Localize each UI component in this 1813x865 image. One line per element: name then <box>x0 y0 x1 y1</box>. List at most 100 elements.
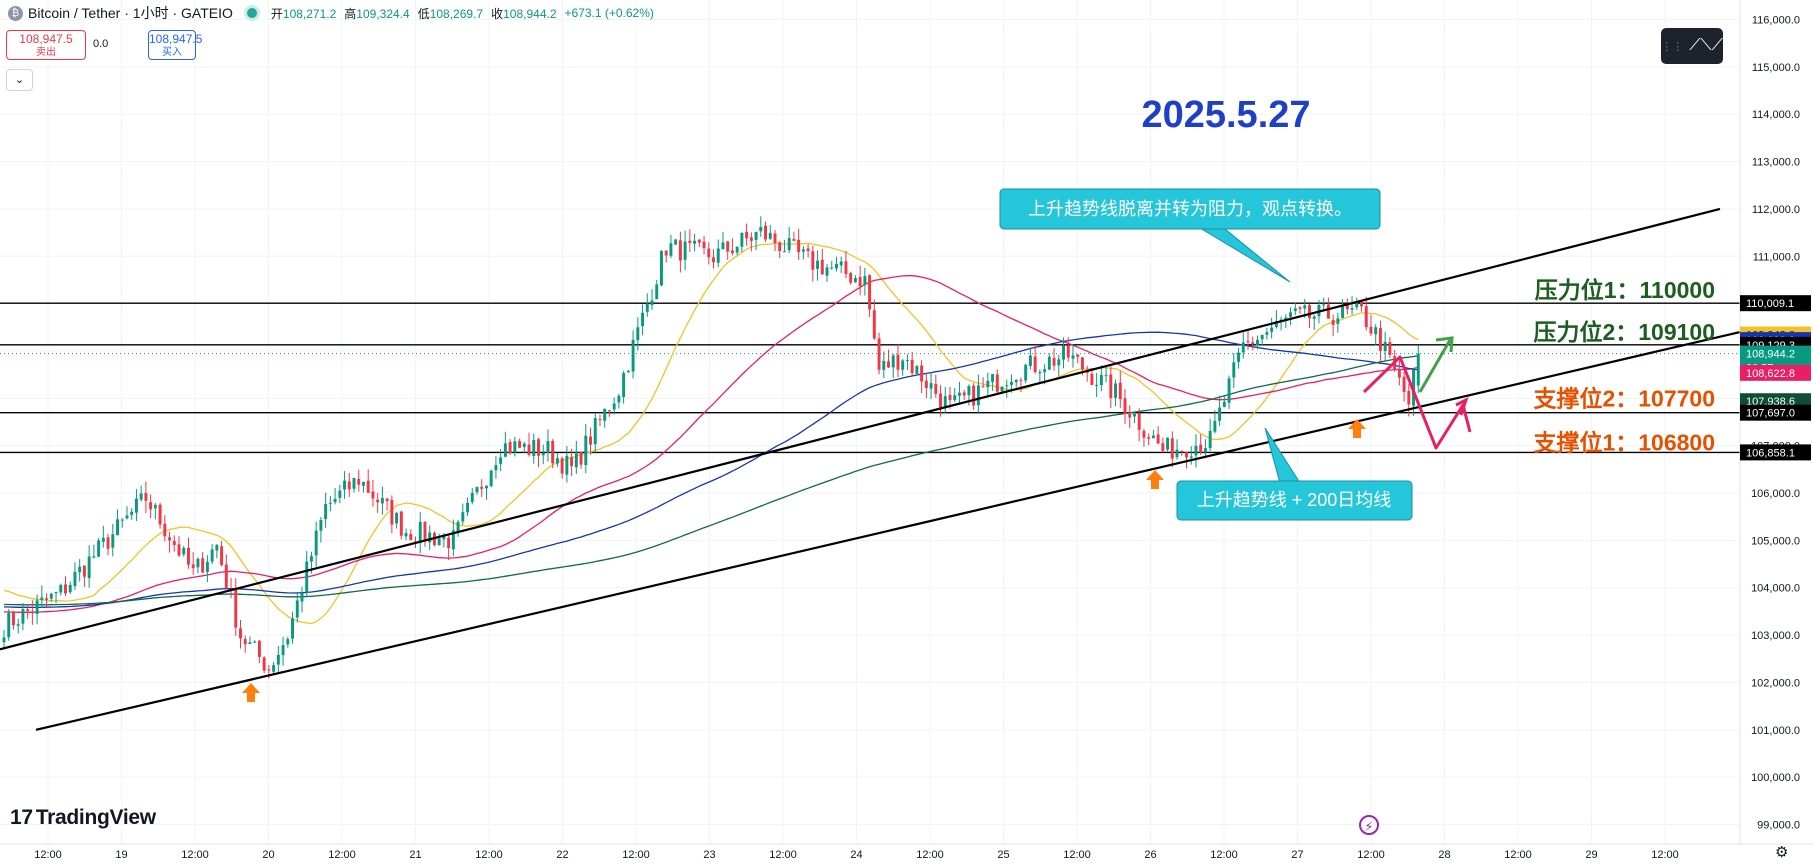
candle-body <box>78 566 82 573</box>
candle-body <box>674 239 678 245</box>
candle-body <box>191 564 195 569</box>
candle-body <box>924 380 928 389</box>
candle-body <box>551 440 555 464</box>
candle-body <box>149 502 153 510</box>
price-tick-label: 103,000.0 <box>1751 630 1800 642</box>
candle-body <box>915 366 919 374</box>
candle-body <box>863 276 867 286</box>
candle-body <box>806 248 810 252</box>
time-tick-label: 12:00 <box>1063 849 1091 861</box>
candle-body <box>470 492 474 502</box>
ohlc-low: 低108,269.7 <box>417 6 484 21</box>
time-tick-label: 12:00 <box>328 849 356 861</box>
candle-body <box>220 546 224 565</box>
buy-label: 买入 <box>162 47 182 58</box>
candle-body <box>782 251 786 253</box>
candle-body <box>1019 380 1023 382</box>
trendlines <box>0 207 1741 731</box>
price-tick-label: 105,000.0 <box>1751 535 1800 547</box>
time-tick-label: 12:00 <box>1651 849 1679 861</box>
level-tag-bg <box>1740 404 1811 421</box>
candle-body <box>537 439 540 456</box>
candle-body <box>849 273 853 283</box>
candle-body <box>503 443 507 457</box>
candle-body <box>1260 334 1264 340</box>
candle-body <box>1369 326 1373 334</box>
candle-body <box>957 392 961 396</box>
candle-body <box>130 511 134 515</box>
level-label: 支撑位2：107700 <box>1532 386 1715 412</box>
callout-box <box>1176 480 1413 521</box>
candle-body <box>409 533 413 541</box>
candle-body <box>598 419 602 421</box>
candle-body <box>97 540 101 557</box>
candle-body <box>943 396 947 408</box>
time-tick-label: 12:00 <box>181 849 209 861</box>
candle-body <box>30 611 34 614</box>
candle-body <box>773 233 777 243</box>
candle-body <box>1213 420 1217 432</box>
sell-label: 卖出 <box>36 47 56 58</box>
buy-price: 108,947.5 <box>149 32 203 46</box>
candle-body <box>896 354 900 370</box>
candle-body <box>877 338 881 370</box>
candle-body <box>1062 345 1065 360</box>
candle-body <box>868 275 872 310</box>
candle-body <box>475 486 479 493</box>
price-axis-bg <box>1740 0 1813 865</box>
candle-body <box>390 499 394 525</box>
up-arrow-icon <box>242 683 260 702</box>
candle-body <box>513 441 517 453</box>
candle-body <box>172 540 176 545</box>
candle-body <box>21 609 25 624</box>
candle-body <box>40 597 44 601</box>
candle-body <box>1350 308 1354 310</box>
candle-body <box>267 669 271 671</box>
candle-body <box>26 609 30 612</box>
candle-body <box>489 470 493 487</box>
candle-body <box>626 371 630 373</box>
candle-body <box>428 532 432 543</box>
ohlc-open: 开108,271.2 <box>270 6 337 21</box>
sell-button[interactable]: 108,947.5 卖出 <box>6 30 86 60</box>
chart-style-button[interactable]: ⋮⋮ ⟋⟍⟋ <box>1661 28 1723 64</box>
candle-body <box>716 248 720 263</box>
price-tick-label: 102,000.0 <box>1751 677 1800 689</box>
callout-box <box>999 188 1381 230</box>
buy-button[interactable]: 108,947.5 买入 <box>148 30 203 60</box>
candle-body <box>1203 448 1207 452</box>
candle-body <box>1265 332 1269 335</box>
tv-mark-icon: 17 <box>10 806 33 829</box>
candle-body <box>929 383 933 389</box>
candle-body <box>1128 413 1132 418</box>
candle-body <box>314 530 318 556</box>
candle-body <box>603 408 607 421</box>
candle-body <box>518 441 522 448</box>
candle-body <box>16 624 20 626</box>
level-tag-bg <box>1740 444 1811 461</box>
candle-body <box>1047 356 1051 370</box>
candle-body <box>972 385 976 406</box>
candle-body <box>1289 312 1293 317</box>
settings-icon[interactable]: ⚙ <box>1775 844 1789 861</box>
projection-red-arrowhead <box>1455 397 1469 416</box>
candle-body <box>759 227 763 232</box>
candle-body <box>749 237 753 241</box>
candle-body <box>584 435 588 466</box>
symbol-name[interactable]: Bitcoin / Tether · 1小时 · GATEIO <box>28 5 233 21</box>
candle-body <box>825 267 829 276</box>
price-tick-label: 104,000.0 <box>1751 583 1800 595</box>
flash-icon[interactable]: ⚡ <box>1359 815 1379 835</box>
candle-body <box>1341 305 1345 318</box>
collapse-icon[interactable]: ⌄ <box>6 69 33 91</box>
time-tick-label: 20 <box>262 849 274 861</box>
candle-body <box>494 465 498 471</box>
projection-red-path <box>1362 355 1472 450</box>
candle-body <box>920 365 924 382</box>
candle-body <box>177 544 181 556</box>
ohlc-high: 高109,324.4 <box>344 6 410 21</box>
candle-body <box>901 360 905 370</box>
candle-body <box>376 499 380 503</box>
price-tick-label: 113,000.0 <box>1752 157 1800 169</box>
